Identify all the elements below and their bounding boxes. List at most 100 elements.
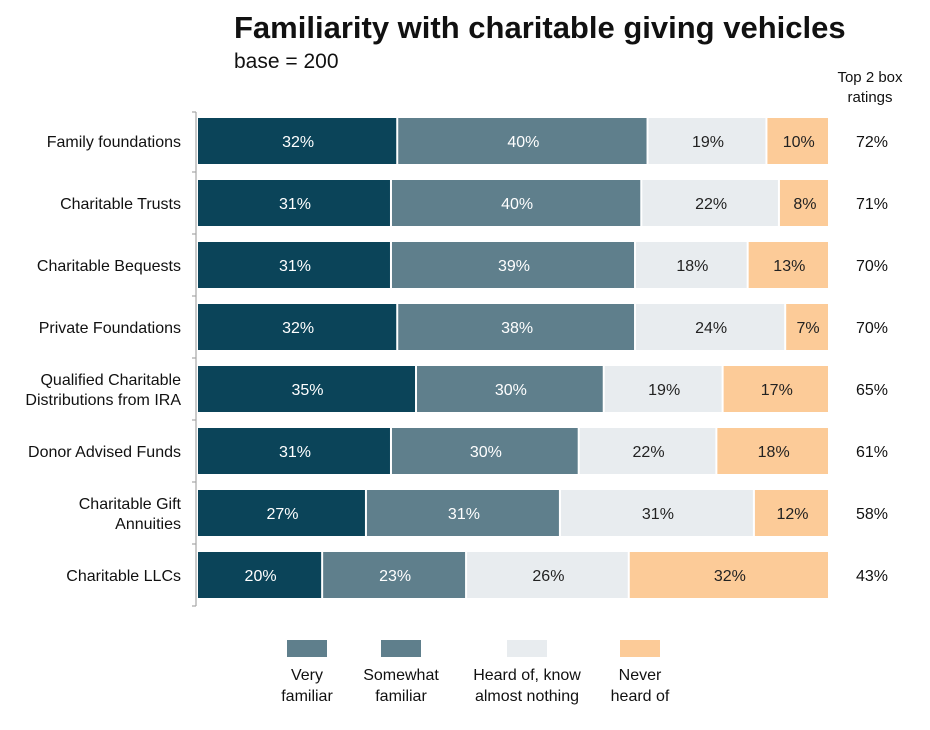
data-label: 17% — [761, 382, 793, 399]
bar-segment — [198, 118, 397, 164]
top2-box-value: 70% — [856, 320, 888, 337]
data-label: 31% — [642, 506, 674, 523]
bar-segment — [648, 118, 766, 164]
category-label: Donor Advised Funds — [28, 444, 181, 461]
bar-segment — [767, 118, 828, 164]
data-label: 20% — [245, 568, 277, 585]
legend-label: Heard of, know — [473, 667, 581, 684]
bar-segment — [748, 242, 828, 288]
bar-segment — [786, 304, 828, 350]
bar-segment — [198, 552, 322, 598]
bar-segment — [198, 304, 397, 350]
data-label: 40% — [507, 134, 539, 151]
top2-box-value: 61% — [856, 444, 888, 461]
bar-segment — [417, 366, 603, 412]
top2-box-value: 70% — [856, 258, 888, 275]
category-label: Qualified Charitable Distributions from I… — [25, 372, 181, 409]
legend-label: Never — [618, 667, 662, 684]
data-label: 31% — [279, 196, 311, 213]
chart-title: Familiarity with charitable giving vehic… — [234, 10, 846, 45]
bar-segment — [560, 490, 753, 536]
bar-segment — [629, 552, 828, 598]
category-label: Charitable Trusts — [60, 196, 181, 213]
data-label: 30% — [470, 444, 502, 461]
category-label: Charitable LLCs — [66, 568, 181, 585]
top2-box-value: 58% — [856, 506, 888, 523]
data-label: 31% — [448, 506, 480, 523]
data-label: 38% — [501, 320, 533, 337]
top2-box-header-line: Top 2 box — [837, 69, 903, 86]
data-label: 19% — [692, 134, 724, 151]
bar-segment — [366, 490, 559, 536]
data-label: 26% — [532, 568, 564, 585]
legend-item: Very familiar — [237, 640, 377, 707]
data-label: 30% — [495, 382, 527, 399]
data-label: 10% — [783, 134, 815, 151]
data-label: 32% — [714, 568, 746, 585]
data-label: 27% — [266, 506, 298, 523]
data-label: 23% — [379, 568, 411, 585]
bar-segment — [398, 304, 635, 350]
legend-item: Somewhat familiar — [331, 640, 471, 707]
bar-segment — [754, 490, 828, 536]
chart-subtitle: base = 200 — [234, 50, 339, 73]
bar-segment — [636, 242, 747, 288]
data-label: 12% — [776, 506, 808, 523]
bar-segment — [198, 366, 416, 412]
legend-swatch — [507, 640, 547, 657]
legend-item: Never heard of — [570, 640, 710, 707]
bar-segment — [467, 552, 628, 598]
bar-segment — [391, 428, 578, 474]
data-label: 40% — [501, 196, 533, 213]
top2-box-value: 43% — [856, 568, 888, 585]
bar-segment — [779, 180, 828, 226]
chart-legend: Very familiar Somewhat familiar Heard of, kn… — [0, 640, 930, 720]
data-label: 32% — [282, 320, 314, 337]
data-label: 31% — [279, 444, 311, 461]
bar-segment — [717, 428, 828, 474]
data-label: 22% — [695, 196, 727, 213]
top2-box-value: 65% — [856, 382, 888, 399]
bar-segment — [391, 242, 635, 288]
data-label: 32% — [282, 134, 314, 151]
data-label: 35% — [291, 382, 323, 399]
data-label: 13% — [773, 258, 805, 275]
data-label: 22% — [633, 444, 665, 461]
data-label: 18% — [676, 258, 708, 275]
bar-segment — [198, 180, 390, 226]
bar-segment — [198, 428, 390, 474]
bar-segment — [398, 118, 647, 164]
data-label: 7% — [797, 320, 820, 337]
category-label: Family foundations — [47, 134, 181, 151]
legend-item: Heard of, know almost nothing — [457, 640, 597, 707]
bar-segment — [391, 180, 641, 226]
bar-segment — [642, 180, 778, 226]
top2-box-header: Top 2 box ratings — [820, 68, 920, 108]
legend-label: Very — [290, 667, 323, 684]
bar-segment — [323, 552, 466, 598]
category-label: Private Foundations — [39, 320, 181, 337]
data-label: 31% — [279, 258, 311, 275]
top2-box-value: 72% — [856, 134, 888, 151]
data-label: 24% — [695, 320, 727, 337]
legend-label: almost nothing — [474, 688, 580, 705]
bar-segment — [723, 366, 828, 412]
legend-label: heard of — [610, 688, 670, 705]
bar-segment — [604, 366, 722, 412]
legend-swatch — [381, 640, 421, 657]
data-label: 19% — [648, 382, 680, 399]
top2-box-value: 71% — [856, 196, 888, 213]
legend-swatch — [287, 640, 327, 657]
top2-box-header-line: ratings — [847, 89, 893, 106]
data-label: 39% — [498, 258, 530, 275]
data-label: 18% — [758, 444, 790, 461]
legend-swatch — [620, 640, 660, 657]
category-label: Charitable Gift Annuities — [79, 496, 182, 533]
bar-segment — [198, 490, 365, 536]
bar-segment — [579, 428, 716, 474]
legend-label: Somewhat — [363, 667, 439, 684]
bar-segment — [636, 304, 785, 350]
legend-label: familiar — [375, 688, 427, 705]
category-label: Charitable Bequests — [37, 258, 181, 275]
